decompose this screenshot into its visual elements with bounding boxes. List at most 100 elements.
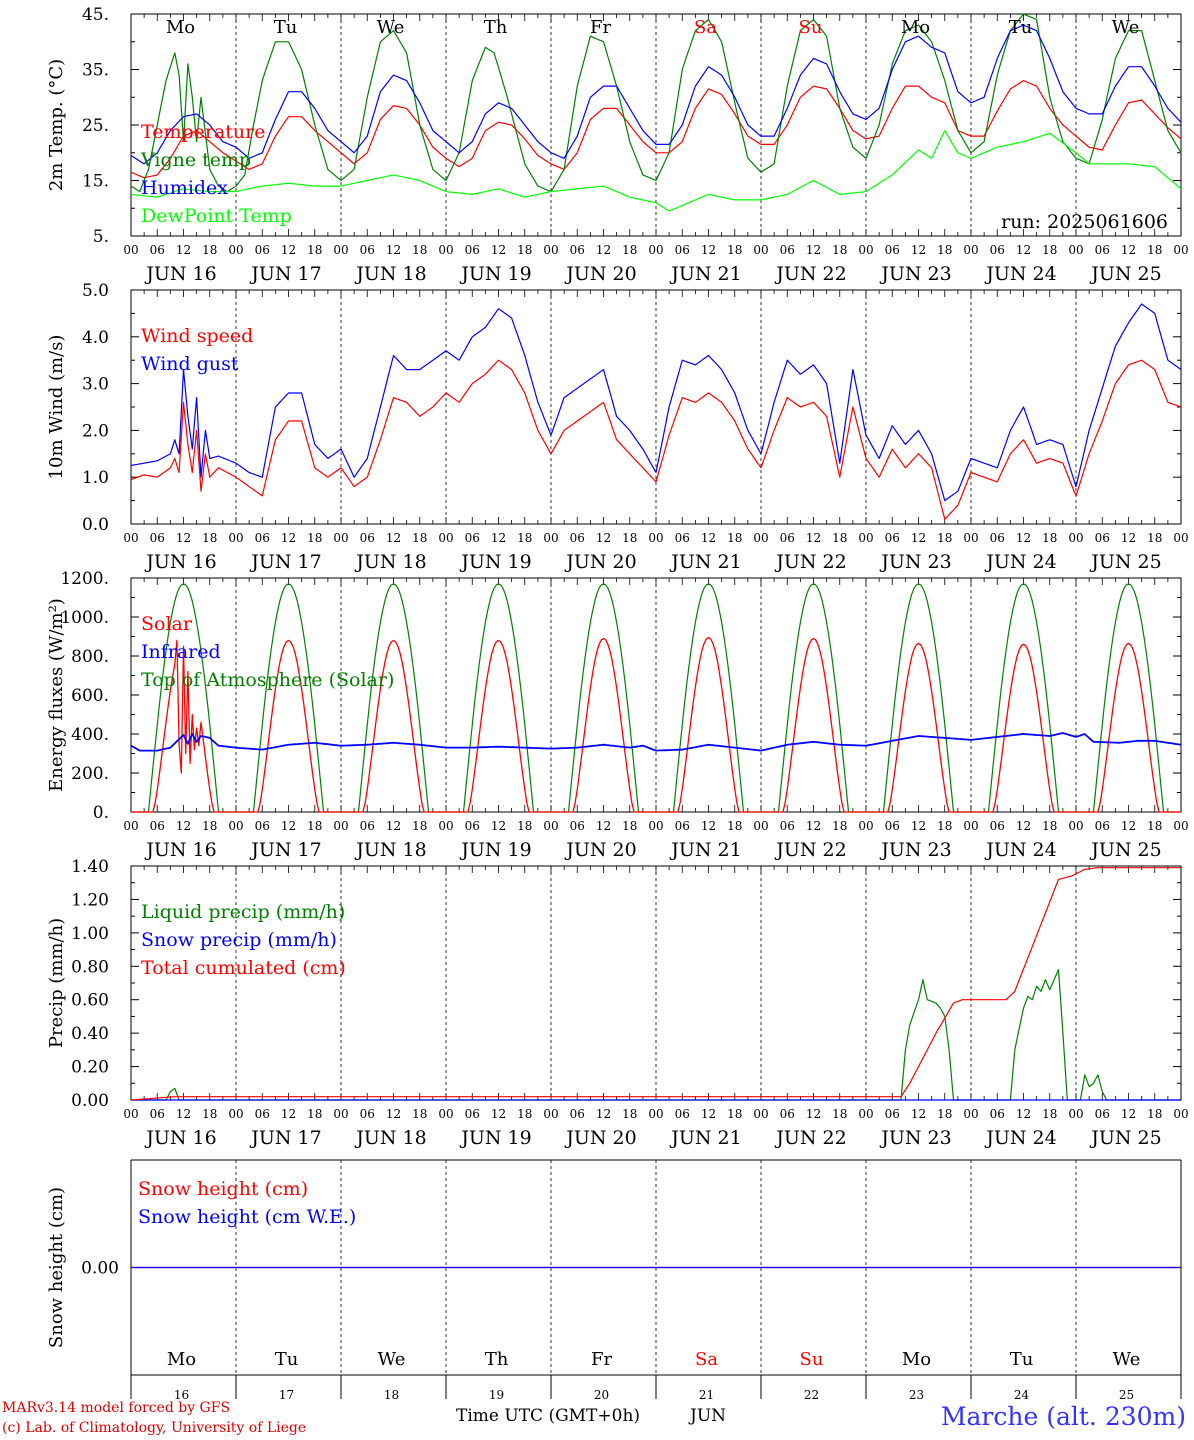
- day-number-label: 21: [699, 1388, 714, 1402]
- total-cumulated-cm-legend: Total cumulated (cm): [141, 957, 346, 979]
- lab-credit: (c) Lab. of Climatology, University of L…: [2, 1420, 307, 1436]
- wind-gust-line: [130, 303, 1182, 502]
- hour-label: 06: [465, 1107, 480, 1121]
- weekday-label: Su: [800, 1349, 824, 1370]
- hour-label: 00: [543, 1107, 558, 1121]
- temperature-line: [130, 79, 1182, 179]
- hour-label: 06: [780, 819, 795, 833]
- hour-label: 18: [307, 819, 322, 833]
- hour-label: 12: [1121, 1107, 1136, 1121]
- hour-label: 18: [727, 243, 742, 257]
- hour-label: 18: [937, 819, 952, 833]
- hour-label: 12: [491, 531, 506, 545]
- hour-label: 00: [1173, 531, 1188, 545]
- hour-label: 00: [543, 819, 558, 833]
- hour-label: 00: [753, 819, 768, 833]
- hour-label: 06: [255, 819, 270, 833]
- hour-label: 18: [1042, 531, 1057, 545]
- hour-label: 12: [491, 243, 506, 257]
- hour-label: 00: [648, 1107, 663, 1121]
- hour-label: 06: [570, 1107, 585, 1121]
- day-number-label: 19: [489, 1388, 504, 1402]
- day-number-label: 18: [384, 1388, 399, 1402]
- hour-label: 00: [123, 243, 138, 257]
- hour-label: 18: [412, 531, 427, 545]
- y-tick-label: 1.0: [82, 468, 109, 488]
- date-label: JUN 19: [459, 263, 531, 285]
- hour-label: 00: [858, 531, 873, 545]
- hour-label: 06: [780, 243, 795, 257]
- hour-label: 12: [596, 531, 611, 545]
- hour-label: 12: [1121, 819, 1136, 833]
- weekday-label: Su: [799, 17, 823, 38]
- hour-label: 12: [1016, 819, 1031, 833]
- hour-label: 18: [412, 243, 427, 257]
- hour-label: 12: [806, 243, 821, 257]
- y-tick-label: 0.20: [71, 1058, 109, 1078]
- date-label: JUN 25: [1089, 263, 1161, 285]
- y-tick-label: 1.40: [71, 857, 109, 877]
- day-number-label: 20: [594, 1388, 609, 1402]
- hour-label: 12: [911, 819, 926, 833]
- hour-label: 18: [202, 1107, 217, 1121]
- hour-label: 12: [281, 531, 296, 545]
- date-label: JUN 16: [144, 551, 216, 573]
- day-number-label: 17: [279, 1388, 294, 1402]
- hour-label: 00: [648, 243, 663, 257]
- y-tick-label: 45.: [82, 5, 109, 25]
- hour-label: 00: [858, 1107, 873, 1121]
- y-tick-label: 1000.: [60, 608, 109, 628]
- hour-label: 00: [753, 1107, 768, 1121]
- hour-label: 00: [438, 243, 453, 257]
- panel-2: 0.0 1.0 2.0 3.0 4.0 5.0 00 06 12 18 JUN 16 00 06 12 18…: [46, 281, 1189, 573]
- date-label: JUN 19: [459, 1127, 531, 1149]
- hour-label: 06: [150, 243, 165, 257]
- hour-label: 12: [596, 1107, 611, 1121]
- date-label: JUN 23: [879, 1127, 951, 1149]
- wind-speed-line: [130, 359, 1182, 520]
- dewpoint-temp-line: [130, 130, 1182, 212]
- hour-label: 00: [753, 243, 768, 257]
- date-label: JUN 22: [774, 1127, 846, 1149]
- panel-1: 5. 15. 25. 35. 45. 00 06 12 18 JUN 16 00 06 12 18 JUN …: [46, 5, 1189, 285]
- hour-label: 06: [990, 819, 1005, 833]
- hour-label: 06: [885, 243, 900, 257]
- infrared-legend: Infrared: [141, 641, 221, 663]
- y-tick-label: 1200.: [60, 569, 109, 589]
- hour-label: 06: [255, 1107, 270, 1121]
- panel-3: 0. 200. 400. 600. 800. 1000. 1200. 00 06 12 18 JUN …: [46, 569, 1189, 861]
- hour-label: 06: [465, 531, 480, 545]
- y-tick-label: 0.: [93, 803, 109, 823]
- y-tick-label: 0.80: [71, 957, 109, 977]
- hour-label: 12: [281, 1107, 296, 1121]
- hour-label: 12: [1016, 243, 1031, 257]
- hour-label: 00: [963, 243, 978, 257]
- hour-label: 18: [517, 819, 532, 833]
- hour-label: 18: [307, 1107, 322, 1121]
- hour-label: 12: [806, 819, 821, 833]
- day-number-label: 24: [1014, 1388, 1030, 1402]
- y-tick-label: 800.: [71, 647, 109, 667]
- hour-label: 00: [123, 819, 138, 833]
- hour-label: 00: [333, 243, 348, 257]
- date-label: JUN 21: [669, 839, 741, 861]
- run-annotation: run: 2025061606: [1001, 211, 1168, 233]
- hour-label: 18: [727, 819, 742, 833]
- hour-label: 00: [963, 819, 978, 833]
- date-label: JUN 18: [354, 839, 426, 861]
- y-tick-label: 1.20: [71, 890, 109, 910]
- y-tick-label: 0.60: [71, 991, 109, 1011]
- hour-label: 12: [281, 243, 296, 257]
- hour-label: 12: [1121, 531, 1136, 545]
- hour-label: 18: [307, 531, 322, 545]
- hour-label: 06: [570, 819, 585, 833]
- hour-label: 00: [963, 531, 978, 545]
- weekday-label: Fr: [591, 1349, 612, 1370]
- date-label: JUN 16: [144, 839, 216, 861]
- date-label: JUN 20: [564, 551, 636, 573]
- hour-label: 00: [543, 243, 558, 257]
- hour-label: 12: [1121, 243, 1136, 257]
- solar-legend: Solar: [141, 613, 193, 635]
- hour-label: 06: [675, 1107, 690, 1121]
- hour-label: 06: [885, 531, 900, 545]
